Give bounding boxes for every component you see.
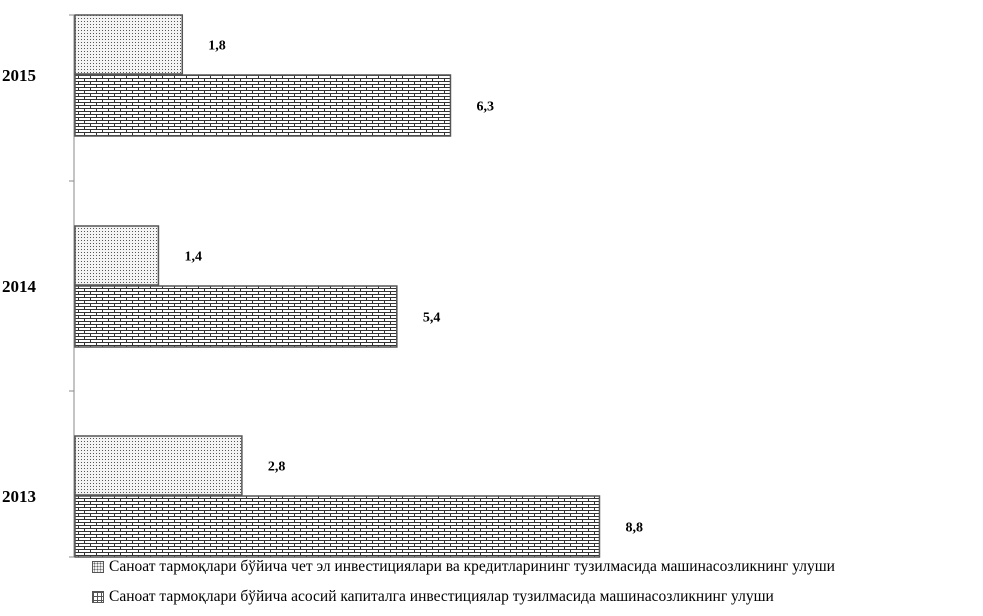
- category-label: 2013: [2, 487, 36, 506]
- legend-label: Саноат тармоқлари бўйича чет эл инвестиц…: [109, 557, 835, 575]
- bar-2015-series-1: [74, 14, 184, 75]
- data-label: 2,8: [268, 460, 286, 475]
- data-label: 8,8: [625, 521, 643, 536]
- legend-swatch-dots: [92, 560, 104, 573]
- bar-2013-series-1: [74, 435, 243, 496]
- data-label: 1,8: [208, 39, 226, 54]
- bar-2014-series-1: [74, 225, 160, 286]
- category-label: 2015: [2, 66, 36, 85]
- legend: Саноат тармоқлари бўйича чет эл инвестиц…: [92, 556, 835, 616]
- bar-chart: 1,8 6,3 2015 1,4 5,4 2014 2,8 8,8 2013: [2, 14, 643, 558]
- bar-2013-series-2: [74, 495, 601, 558]
- legend-item-fixed-capital-investments: Саноат тармоқлари бўйича асосий капиталг…: [92, 586, 835, 607]
- bar-2015-series-2: [74, 74, 452, 137]
- legend-label: Саноат тармоқлари бўйича асосий капиталг…: [109, 587, 774, 605]
- legend-item-foreign-investments: Саноат тармоқлари бўйича чет эл инвестиц…: [92, 556, 835, 577]
- bar-2014-series-2: [74, 285, 398, 348]
- data-label: 1,4: [184, 250, 202, 265]
- data-label: 6,3: [476, 100, 494, 115]
- data-label: 5,4: [423, 311, 441, 326]
- legend-swatch-brick: [92, 590, 104, 603]
- category-label: 2014: [2, 277, 37, 296]
